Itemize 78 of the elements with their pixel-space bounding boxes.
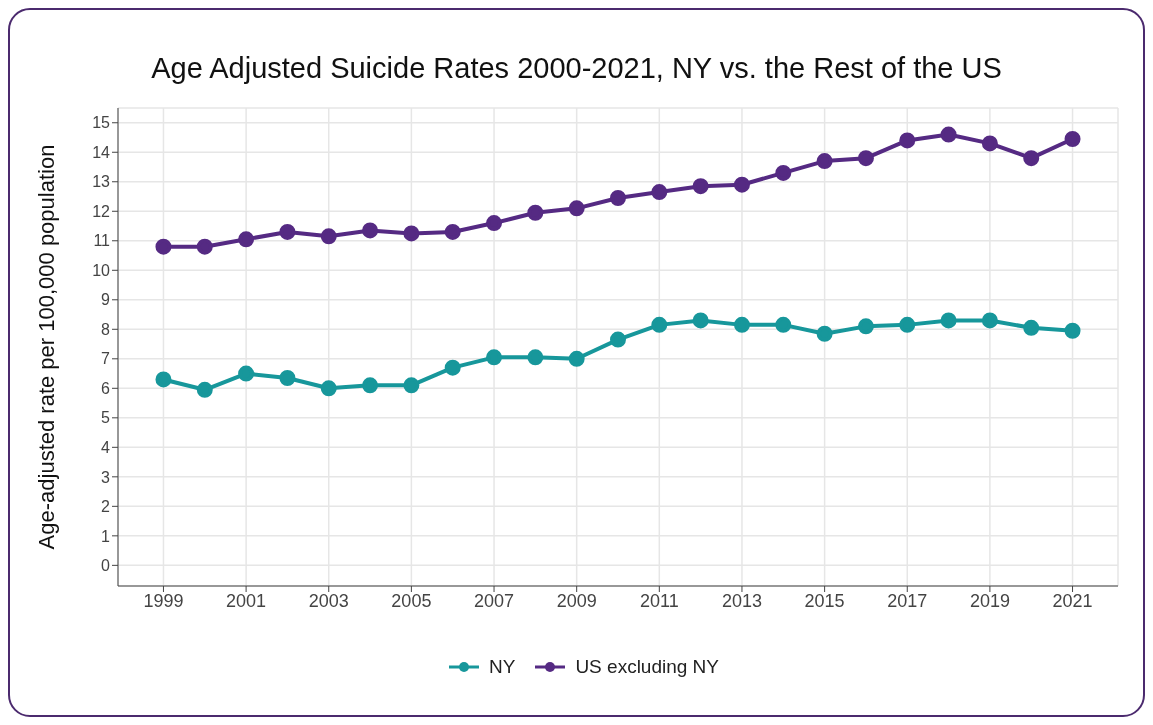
point: [196, 238, 213, 255]
y-tick-label: 1: [101, 527, 111, 545]
x-tick-label: 2003: [308, 590, 349, 611]
x-tick-label: 2015: [804, 590, 845, 611]
point: [279, 369, 296, 386]
point: [1023, 150, 1040, 167]
point: [1064, 130, 1081, 147]
point: [568, 200, 585, 217]
point: [775, 316, 792, 333]
x-tick-label: 2011: [639, 590, 679, 611]
point: [940, 126, 957, 143]
legend-label: NY: [488, 656, 516, 678]
point: [320, 380, 337, 397]
point: [155, 371, 172, 388]
point: [940, 312, 957, 329]
point: [610, 189, 626, 206]
y-tick-label: 14: [92, 143, 111, 161]
point: [816, 325, 833, 342]
point: [899, 132, 916, 149]
point: [692, 178, 709, 195]
point: [486, 215, 503, 232]
point: [444, 223, 461, 240]
point: [403, 377, 420, 394]
y-tick-label: 3: [101, 468, 111, 486]
point: [527, 349, 544, 366]
point: [279, 223, 296, 240]
y-tick-label: 12: [92, 202, 111, 220]
x-tick-label: 1999: [143, 590, 184, 611]
point: [320, 228, 337, 245]
x-tick-label: 2009: [556, 590, 597, 611]
y-axis-title: Age-adjusted rate per 100,000 population: [33, 144, 59, 550]
y-tick-label: 2: [101, 498, 111, 516]
y-tick-label: 4: [101, 439, 111, 456]
point: [362, 222, 379, 239]
point: [238, 365, 255, 382]
point: [857, 150, 874, 167]
point: [196, 381, 213, 398]
point: [238, 231, 255, 248]
point: [651, 316, 668, 333]
point: [362, 377, 379, 394]
chart-title: Age Adjusted Suicide Rates 2000-2021, NY vs. the Rest of the US: [150, 52, 1003, 85]
point: [816, 153, 833, 170]
y-tick-label: 6: [101, 379, 111, 397]
point: [1064, 322, 1081, 339]
y-tick-label: 8: [101, 320, 111, 338]
y-tick-label: 7: [101, 350, 111, 368]
y-tick-label: 9: [101, 291, 111, 309]
point: [981, 135, 998, 152]
y-tick-label: 11: [93, 232, 111, 250]
point: [610, 331, 626, 348]
point: [444, 359, 461, 376]
x-tick-label: 2005: [391, 590, 432, 611]
x-tick-label: 2021: [1052, 590, 1093, 611]
point: [1023, 319, 1040, 336]
x-tick-label: 2019: [969, 590, 1010, 611]
point: [155, 238, 172, 255]
point: [733, 316, 750, 333]
point: [899, 316, 916, 333]
legend-label: US excluding NY: [575, 656, 720, 678]
point: [775, 164, 792, 181]
point: [568, 350, 585, 367]
x-tick-label: 2001: [226, 590, 267, 611]
x-tick-label: 2007: [474, 590, 515, 611]
y-tick-label: 15: [92, 114, 111, 132]
point: [733, 176, 750, 193]
point: [527, 204, 544, 221]
point: [857, 318, 874, 335]
point: [981, 312, 998, 329]
point: [486, 349, 503, 366]
point: [403, 225, 420, 242]
point: [692, 312, 709, 329]
y-tick-label: 0: [101, 557, 111, 575]
point: [651, 184, 668, 201]
y-tick-label: 5: [101, 409, 111, 427]
y-tick-label: 13: [92, 173, 111, 191]
y-tick-label: 10: [92, 261, 111, 279]
x-tick-label: 2013: [721, 590, 762, 611]
x-tick-label: 2017: [887, 590, 928, 611]
